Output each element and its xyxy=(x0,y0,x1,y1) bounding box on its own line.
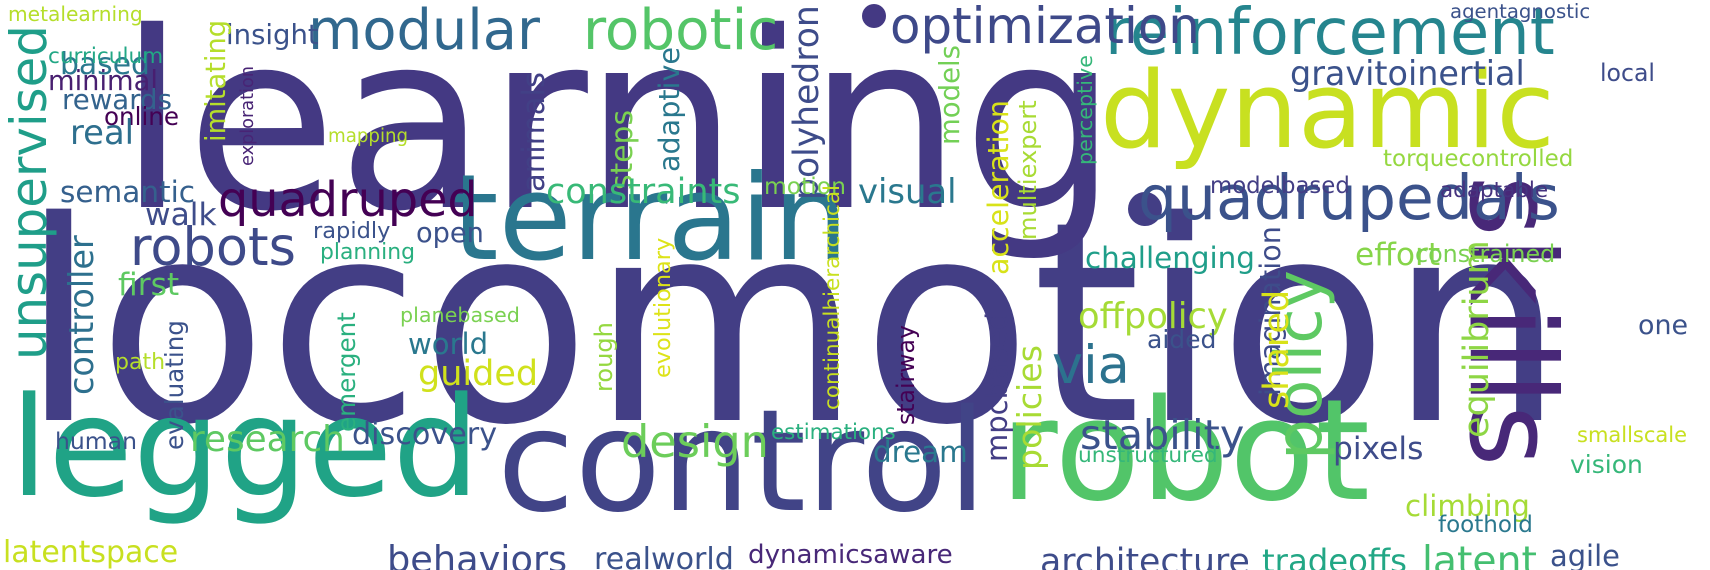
word-discovery: discovery xyxy=(352,417,498,452)
word-aided: aided xyxy=(1147,325,1217,354)
word-architecture: architecture xyxy=(1040,542,1250,570)
word-rough: rough xyxy=(590,322,618,392)
word-behaviors: behaviors xyxy=(387,538,568,570)
word-exploration: exploration xyxy=(238,66,258,166)
word-offpolicy: offpolicy xyxy=(1078,296,1228,337)
word-learning: learning xyxy=(118,0,1118,265)
i-dot-locomotion xyxy=(1128,192,1162,226)
word-effort: effort xyxy=(1355,237,1441,273)
word-torquecontrolled: torquecontrolled xyxy=(1383,146,1574,172)
word-dynamic: dynamic xyxy=(1100,49,1555,173)
word-constrained: constrained xyxy=(1415,240,1556,268)
word-robotic: robotic xyxy=(583,0,779,63)
word-continualhierarchical: continualhierarchical xyxy=(820,184,845,410)
word-pixels: pixels xyxy=(1333,431,1424,467)
word-walk: walk xyxy=(145,197,217,233)
word-robots: robots xyxy=(130,217,296,278)
word-mapping: mapping xyxy=(328,126,409,147)
word-policies: policies xyxy=(1010,345,1049,470)
word-planebased: planebased xyxy=(400,303,520,327)
word-one: one xyxy=(1638,310,1689,341)
word-control: control xyxy=(497,380,987,544)
word-modelbased: modelbased xyxy=(1210,173,1350,199)
word-curriculum: curriculum xyxy=(48,44,164,69)
word-controller: controller xyxy=(62,235,101,395)
word-human: human xyxy=(55,427,137,455)
word-insight: insight xyxy=(226,19,319,51)
word-climbing: climbing xyxy=(1405,489,1530,523)
word-stability: stability xyxy=(1080,411,1245,459)
word-constraints: constraints xyxy=(546,172,741,212)
word-equilibrium: equilibrium xyxy=(1457,240,1497,438)
word-locomotion: locomotion xyxy=(20,162,1565,486)
word-imitating: imitating xyxy=(201,19,232,142)
word-metalearning: metalearning xyxy=(8,2,143,26)
word-terrain: terrain xyxy=(452,150,849,288)
word-latentspace: latentspace xyxy=(3,535,179,570)
word-dream: dream xyxy=(873,435,968,469)
word-real: real xyxy=(70,113,135,152)
word-perceptive: perceptive xyxy=(1073,55,1097,165)
word-via: via xyxy=(1052,335,1130,396)
word-world: world xyxy=(408,327,489,361)
word-semantic: semantic xyxy=(60,175,196,209)
word-adaptable: adaptable xyxy=(1440,178,1549,203)
word-online: online xyxy=(104,102,180,131)
word-dynamicsaware: dynamicsaware xyxy=(748,540,953,570)
word-research: research xyxy=(190,419,345,460)
word-vision: vision xyxy=(1570,450,1643,479)
word-polyhedron: polyhedron xyxy=(787,5,827,200)
word-robot: robot xyxy=(1000,370,1371,533)
word-estimations: estimations xyxy=(771,420,896,445)
word-legged: legged xyxy=(10,368,480,528)
word-latent: latent xyxy=(1422,539,1537,570)
word-evolutionary: evolutionary xyxy=(650,237,676,378)
word-agile: agile xyxy=(1550,539,1620,570)
word-evaluating: evaluating xyxy=(160,320,189,450)
word-planning: planning xyxy=(320,240,415,265)
word-acceleration: acceleration xyxy=(982,100,1015,275)
word-models: models xyxy=(934,45,966,145)
i-dot-learning xyxy=(862,4,886,28)
word-shared: shared xyxy=(1257,289,1297,409)
word-quadruped: quadruped xyxy=(218,173,478,228)
word-foothold: foothold xyxy=(1438,512,1533,538)
word-guided: guided xyxy=(418,354,539,394)
word-emergent: emergent xyxy=(332,312,361,432)
word-optimization: optimization xyxy=(890,0,1200,55)
word-adaptive: adaptive xyxy=(652,46,686,172)
word-based: based xyxy=(60,47,150,82)
word-open: open xyxy=(416,218,484,249)
word-rapidly: rapidly xyxy=(313,218,391,244)
word-realworld: realworld xyxy=(594,542,734,570)
word-modular: modular xyxy=(308,0,540,63)
word-smallscale: smallscale xyxy=(1577,423,1688,447)
word-path: path xyxy=(115,350,166,375)
word-first: first xyxy=(118,267,180,303)
word-tradeoffs: tradeoffs xyxy=(1262,542,1407,570)
word-rewards: rewards xyxy=(62,83,172,116)
word-unstructured: unstructured xyxy=(1078,443,1218,468)
word-stairway: stairway xyxy=(892,325,920,425)
word-design: design xyxy=(621,416,769,468)
word-reinforcement: reinforcement xyxy=(1105,0,1555,70)
word-local: local xyxy=(1600,59,1655,87)
word-gravitoinertial: gravitoinertial xyxy=(1290,54,1525,93)
word-challenging: challenging xyxy=(1085,241,1255,275)
word-mpcbased: mpcbased xyxy=(980,311,1014,462)
word-multiexpert: multiexpert xyxy=(1014,100,1042,240)
word-quadrupedals: quadrupedals xyxy=(1138,162,1560,234)
word-agentagnostic: agentagnostic xyxy=(1450,0,1591,23)
word-minimal: minimal xyxy=(48,66,158,97)
word-motion: motion xyxy=(764,172,846,200)
word-visual: visual xyxy=(858,172,957,211)
